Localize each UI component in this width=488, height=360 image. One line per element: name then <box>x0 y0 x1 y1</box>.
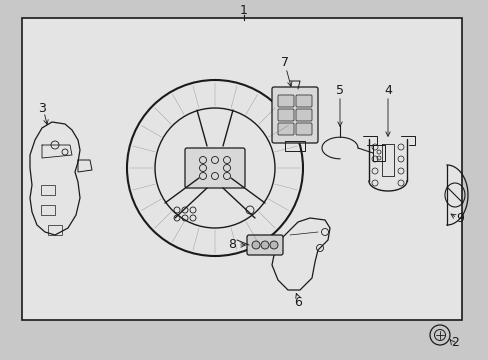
Text: 7: 7 <box>281 55 288 68</box>
Text: 8: 8 <box>227 238 236 252</box>
FancyBboxPatch shape <box>184 148 244 188</box>
FancyBboxPatch shape <box>278 95 293 107</box>
Text: 9: 9 <box>455 211 463 225</box>
FancyBboxPatch shape <box>295 109 311 121</box>
Text: 4: 4 <box>383 84 391 96</box>
Text: 1: 1 <box>240 4 247 17</box>
FancyBboxPatch shape <box>271 87 317 143</box>
FancyBboxPatch shape <box>246 235 283 255</box>
FancyBboxPatch shape <box>295 95 311 107</box>
Text: 5: 5 <box>335 84 343 96</box>
Bar <box>41 185 55 195</box>
Bar <box>48 225 62 235</box>
Text: 3: 3 <box>38 102 46 114</box>
Circle shape <box>261 241 268 249</box>
FancyBboxPatch shape <box>22 18 461 320</box>
Circle shape <box>251 241 260 249</box>
Bar <box>41 205 55 215</box>
Text: 2: 2 <box>450 336 458 348</box>
FancyBboxPatch shape <box>278 123 293 135</box>
Text: 6: 6 <box>293 296 301 309</box>
Circle shape <box>269 241 278 249</box>
Bar <box>372 145 384 161</box>
FancyBboxPatch shape <box>278 109 293 121</box>
FancyBboxPatch shape <box>295 123 311 135</box>
